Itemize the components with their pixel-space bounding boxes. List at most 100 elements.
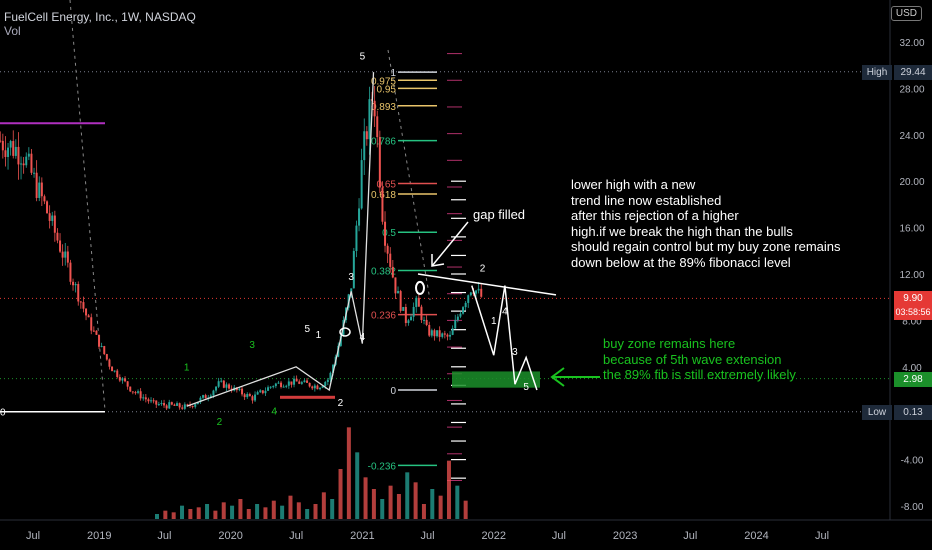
- low-label-tag: Low: [862, 405, 892, 420]
- fib-level-label: 0.5: [382, 228, 396, 239]
- candle-body: [176, 403, 179, 406]
- candle-body: [220, 380, 223, 382]
- candle-body: [407, 320, 410, 323]
- zone-price-tag: 2.98: [894, 372, 932, 387]
- trend-line: [417, 273, 557, 296]
- candle-body: [215, 386, 218, 391]
- candle-body: [303, 380, 306, 383]
- candle-body: [438, 330, 441, 337]
- wave-label: 4: [502, 307, 508, 318]
- wave-label: 1: [316, 330, 322, 341]
- currency-button[interactable]: USD: [890, 6, 922, 21]
- volume-bar: [196, 507, 201, 519]
- low-value-tag: 0.13: [894, 405, 932, 420]
- candle-body: [30, 153, 33, 173]
- volume-bar: [155, 514, 159, 519]
- candle-body: [261, 390, 264, 394]
- candle-body: [228, 384, 231, 389]
- candle-body: [308, 382, 311, 387]
- candle-body: [332, 364, 335, 373]
- candle-body: [446, 334, 449, 337]
- candle-body: [410, 316, 413, 321]
- volume-bar: [188, 509, 193, 519]
- candle-body: [423, 319, 426, 321]
- candle-body: [79, 301, 82, 303]
- candle-body: [358, 208, 361, 226]
- candle-body: [183, 404, 186, 409]
- candle-body: [196, 402, 199, 405]
- volume-bar: [346, 427, 351, 519]
- dashed-guide-left: [69, 0, 106, 411]
- volume-label: Vol: [4, 24, 21, 38]
- wave-label: 4: [360, 332, 366, 343]
- candle-body: [53, 215, 56, 233]
- volume-bar: [263, 507, 268, 519]
- volume-bar: [413, 482, 418, 519]
- wave-label: 1: [184, 362, 190, 373]
- candle-body: [194, 404, 197, 407]
- candle-body: [397, 291, 400, 294]
- gap-arrow-shaft: [431, 221, 469, 267]
- candle-body: [241, 388, 244, 395]
- candle-body: [425, 319, 428, 326]
- candle-body: [173, 404, 176, 406]
- candle-body: [113, 370, 116, 372]
- volume-bar: [438, 495, 443, 519]
- candle-body: [105, 354, 108, 360]
- candle-body: [298, 381, 301, 384]
- candle-body: [269, 386, 272, 388]
- y-tick-label: 24.00: [899, 131, 924, 142]
- x-tick-label: 2024: [744, 530, 768, 542]
- volume-bar: [305, 509, 310, 519]
- volume-bar: [421, 504, 426, 519]
- candle-body: [365, 131, 368, 140]
- candle-body: [116, 370, 119, 378]
- y-tick-label: 4.00: [902, 363, 922, 374]
- volume-bar: [255, 504, 260, 519]
- candle-body: [378, 137, 381, 188]
- wave-count-line: [186, 72, 375, 407]
- candle-body: [373, 100, 376, 117]
- volume-bar: [280, 505, 285, 519]
- dashed-guide-right: [387, 49, 431, 301]
- wave-label: 2: [338, 398, 344, 409]
- candle-body: [0, 140, 2, 142]
- wave-label: 1: [491, 316, 497, 327]
- candle-body: [59, 240, 62, 252]
- candle-body: [311, 386, 314, 389]
- candle-body: [243, 394, 246, 398]
- volume-bar: [463, 500, 468, 519]
- volume-bar: [296, 502, 301, 519]
- candle-body: [4, 150, 7, 157]
- x-tick-label: Jul: [683, 530, 697, 542]
- candle-body: [412, 306, 415, 317]
- y-tick-label: 28.00: [899, 84, 924, 95]
- candle-body: [256, 392, 259, 395]
- support-bar: [280, 395, 335, 399]
- candle-body: [92, 330, 95, 332]
- candle-body: [225, 384, 228, 388]
- annotation-line: should regain control but my buy zone re…: [571, 239, 841, 254]
- volume-bar: [388, 485, 393, 519]
- volume-bar: [355, 452, 360, 519]
- candle-body: [165, 405, 168, 409]
- candle-body: [87, 315, 90, 318]
- candle-body: [467, 295, 470, 303]
- wave-label: 3: [348, 272, 354, 283]
- candle-body: [124, 378, 127, 382]
- volume-bar: [180, 505, 185, 519]
- volume-bar: [330, 499, 335, 519]
- chart-header: FuelCell Energy, Inc., 1W, NASDAQ Vol: [4, 10, 196, 38]
- candle-body: [285, 385, 288, 387]
- candle-body: [428, 325, 431, 336]
- volume-bar: [238, 499, 243, 519]
- candle-body: [202, 395, 205, 398]
- candle-body: [12, 141, 15, 156]
- candle-body: [90, 317, 93, 331]
- candle-body: [43, 196, 46, 202]
- candle-body: [163, 403, 166, 406]
- candle-body: [178, 403, 181, 408]
- candle-body: [1, 140, 4, 151]
- candle-body: [33, 172, 36, 174]
